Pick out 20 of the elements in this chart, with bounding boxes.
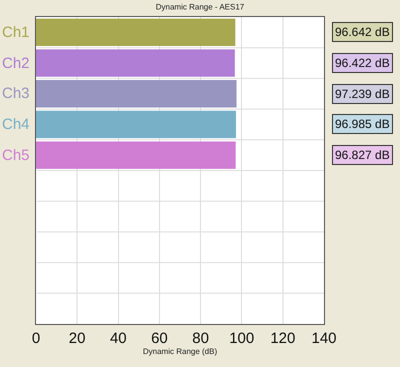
data-label: 96.642 dB <box>335 25 390 39</box>
x-tick-label: 100 <box>229 330 254 347</box>
x-tick-label: 120 <box>270 330 296 347</box>
data-label: 96.827 dB <box>335 148 390 162</box>
data-label: 96.985 dB <box>335 117 390 131</box>
y-tick-label: Ch3 <box>2 85 30 102</box>
y-tick-label: Ch4 <box>2 116 30 133</box>
chart-title: Dynamic Range - AES17 <box>156 2 245 12</box>
x-tick-label: 0 <box>32 330 40 347</box>
x-tick-label: 20 <box>68 330 86 347</box>
x-tick-label: 80 <box>192 330 209 347</box>
data-label: 97.239 dB <box>335 87 390 101</box>
x-tick-label: 60 <box>151 330 168 347</box>
y-tick-label: Ch1 <box>2 24 30 41</box>
y-tick-label: Ch5 <box>2 147 30 164</box>
x-tick-label: 140 <box>311 330 337 347</box>
x-axis-title: Dynamic Range (dB) <box>142 347 218 356</box>
y-tick-label: Ch2 <box>2 55 30 72</box>
data-label: 96.422 dB <box>335 56 390 70</box>
x-tick-label: 40 <box>110 330 127 347</box>
